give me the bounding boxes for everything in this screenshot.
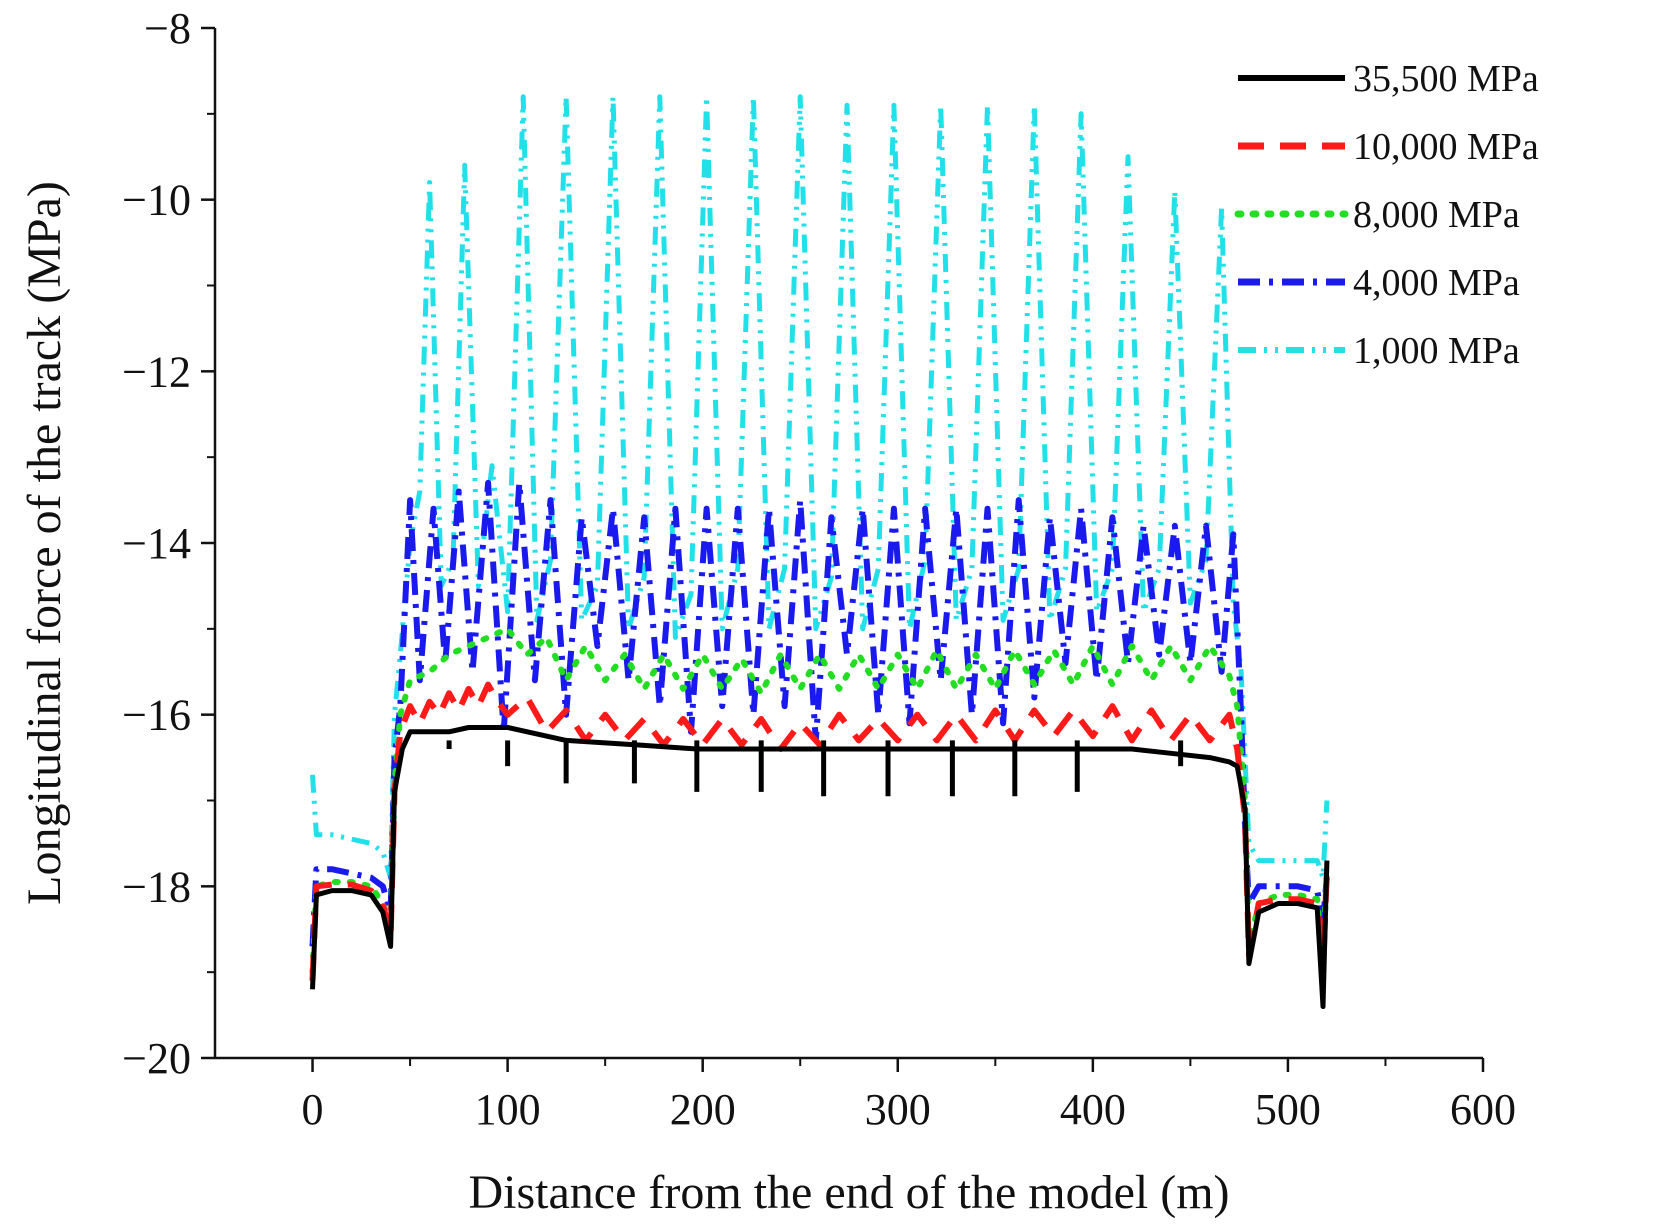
y-tick-label: −14 [122, 519, 191, 568]
x-tick-label: 400 [1060, 1085, 1126, 1134]
y-tick-label: −16 [122, 691, 191, 740]
legend-label: 1,000 MPa [1353, 330, 1520, 372]
x-tick-label: 500 [1255, 1085, 1321, 1134]
legend: 35,500 MPa 10,000 MPa 8,000 MPa 4,000 MPa 1,… [1234, 58, 1539, 372]
legend-label: 8,000 MPa [1353, 194, 1520, 236]
x-tick-label: 300 [865, 1085, 931, 1134]
legend-label: 35,500 MPa [1353, 58, 1539, 100]
series-line-4 [310, 94, 1330, 881]
y-tick-label: −20 [122, 1034, 191, 1083]
y-tick-label: −12 [122, 347, 191, 396]
y-tick-label: −8 [144, 4, 191, 53]
y-tick-label: −10 [122, 176, 191, 225]
series-line-3 [309, 479, 1330, 947]
x-tick-label: 600 [1450, 1085, 1516, 1134]
y-axis-title: Longitudinal force of the track (MPa) [18, 181, 71, 905]
legend-label: 10,000 MPa [1353, 126, 1539, 168]
series-layer [309, 94, 1330, 1009]
ticks-layer: 0 100 200 300 400 500 600 −20 −18 −16 −14 −12 −10 −8 [122, 4, 1516, 1134]
y-tick-label: −18 [122, 862, 191, 911]
x-tick-label: 0 [302, 1085, 324, 1134]
x-tick-label: 200 [670, 1085, 736, 1134]
series-line-2 [309, 625, 1330, 976]
legend-label: 4,000 MPa [1353, 262, 1520, 304]
series-line-1 [309, 681, 1330, 981]
x-axis-title: Distance from the end of the model (m) [468, 1166, 1229, 1219]
x-tick-label: 100 [475, 1085, 541, 1134]
series-line-0 [310, 725, 1330, 1009]
